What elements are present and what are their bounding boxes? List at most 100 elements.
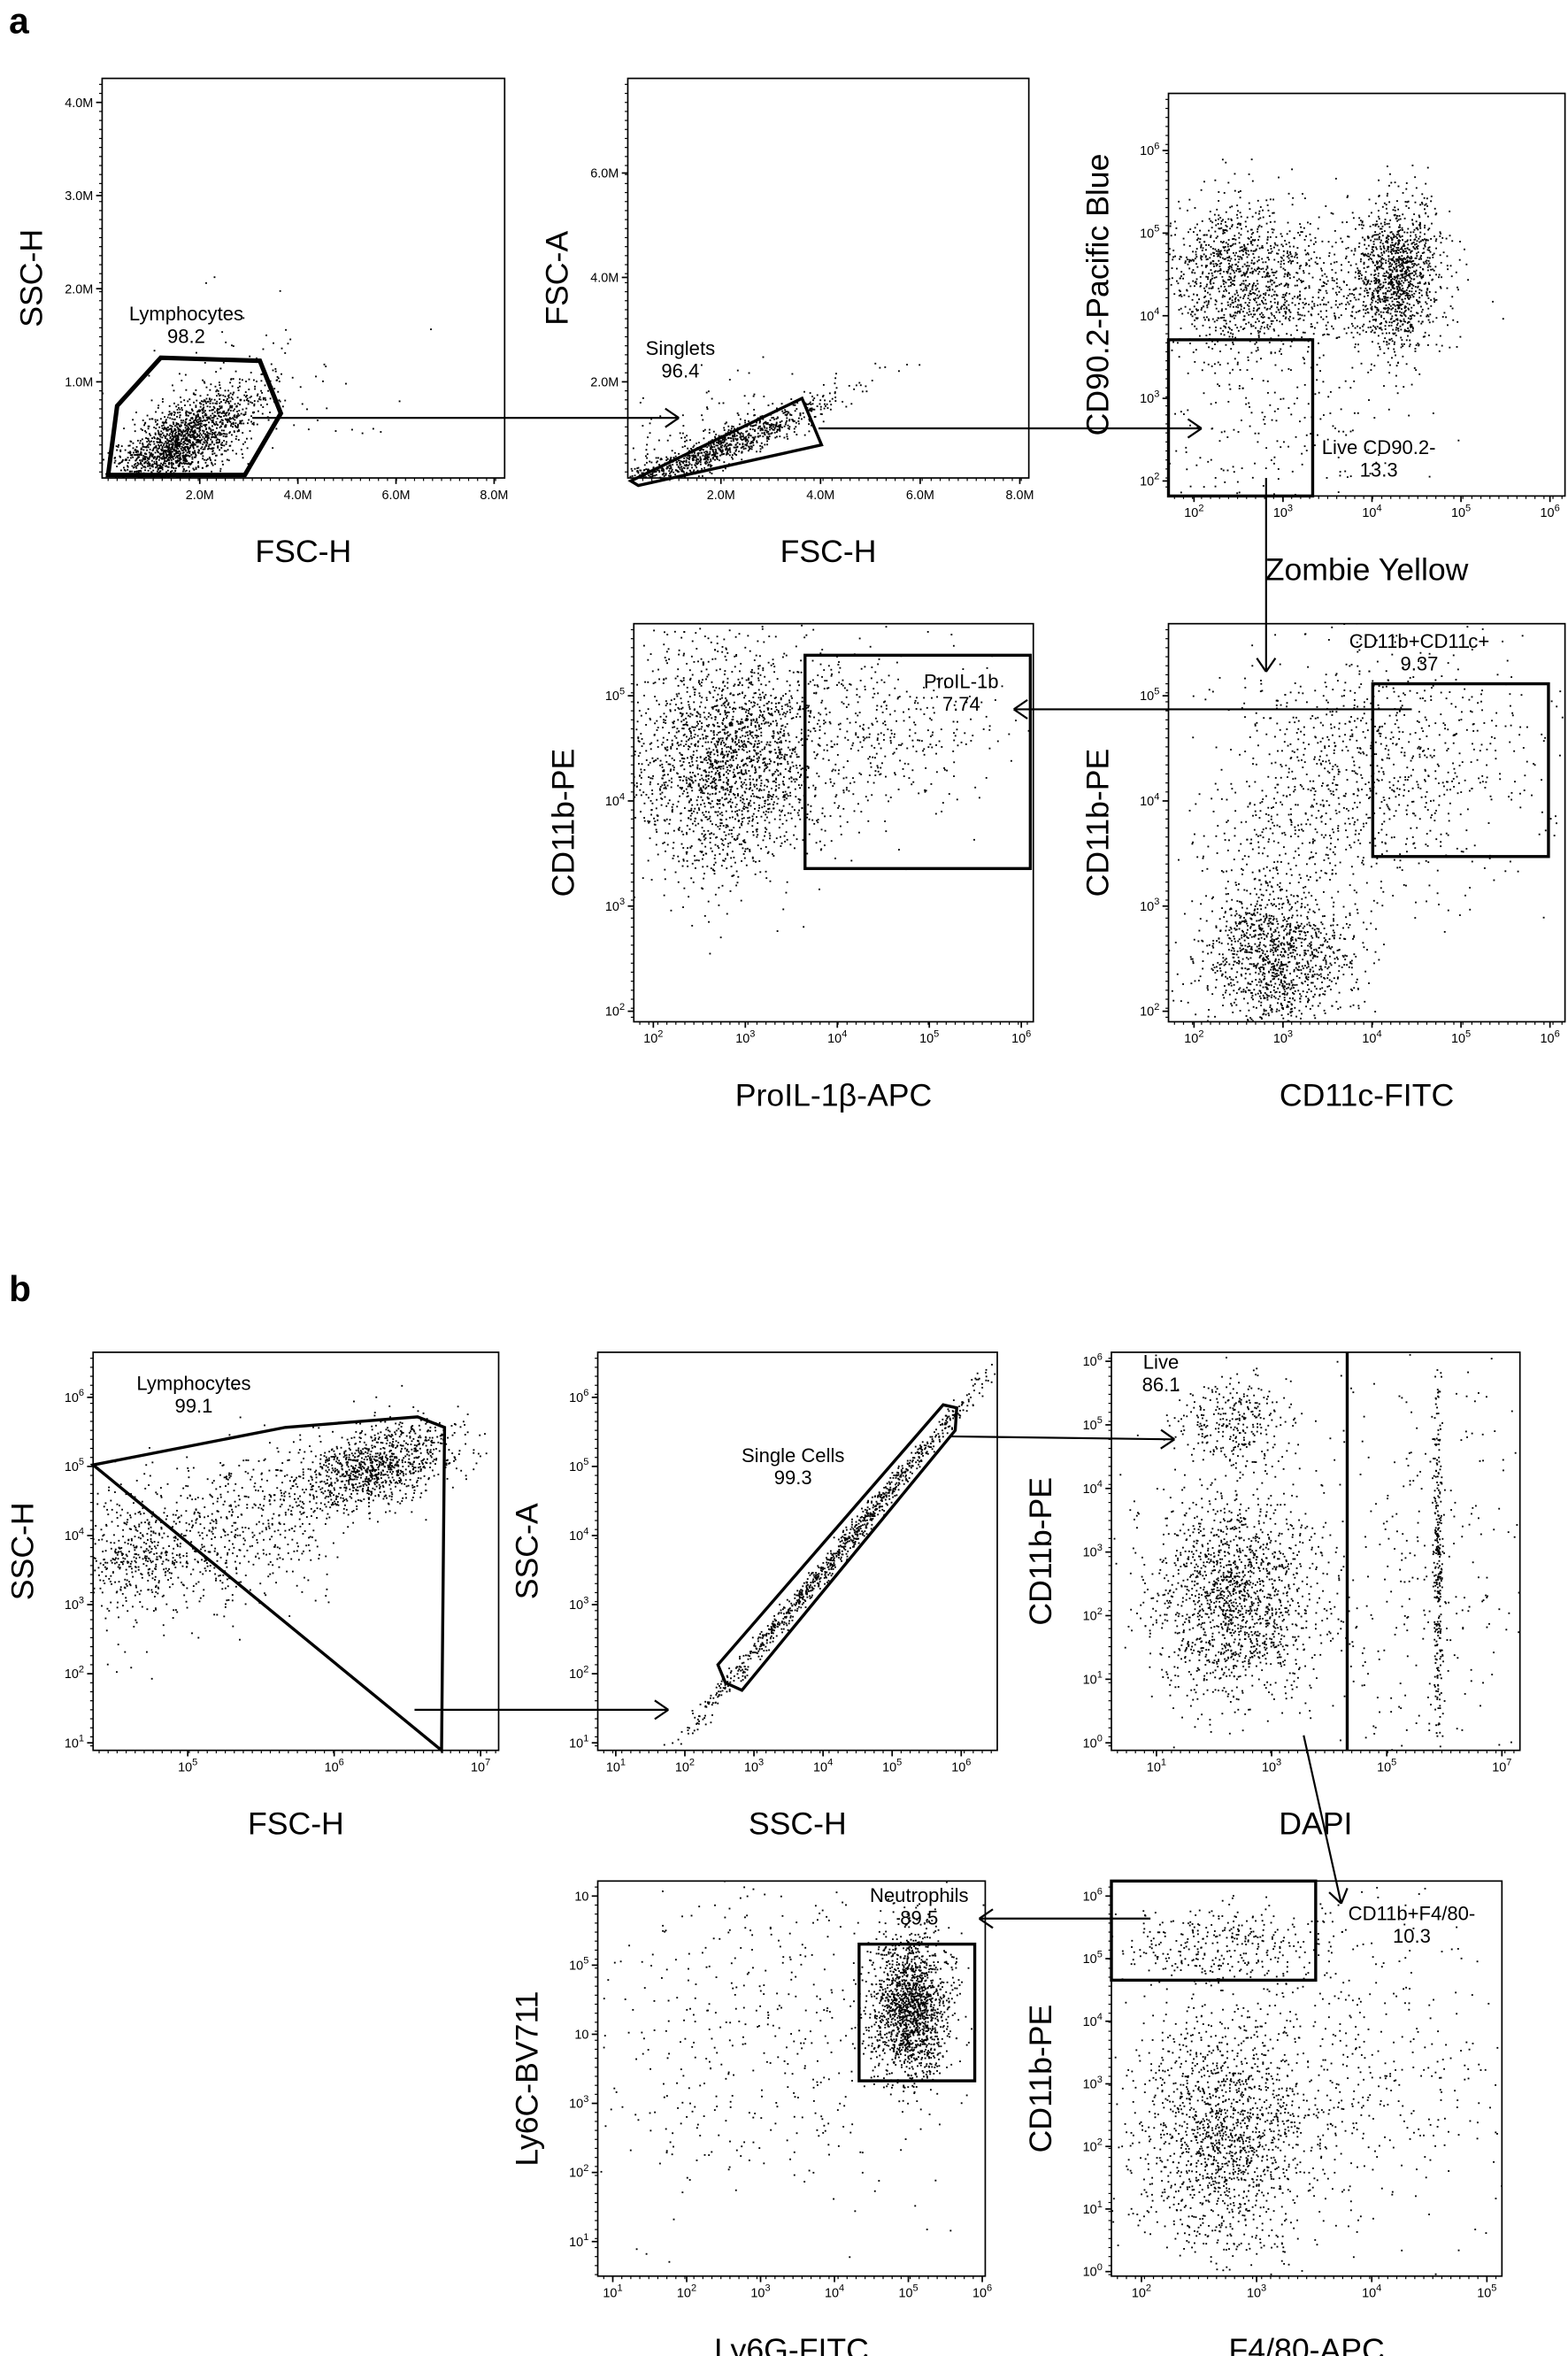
event-dot xyxy=(1408,270,1410,273)
event-dot xyxy=(232,393,234,396)
event-dot xyxy=(1391,357,1393,359)
event-dot xyxy=(651,472,654,474)
event-dot xyxy=(166,466,169,468)
event-dot xyxy=(153,446,156,449)
event-dot xyxy=(1305,235,1308,237)
event-dot xyxy=(652,485,654,487)
event-dot xyxy=(181,432,184,435)
event-dot xyxy=(1373,280,1376,282)
event-dot xyxy=(149,443,151,446)
event-dot xyxy=(1171,277,1173,280)
event-dot xyxy=(1397,219,1400,221)
event-dot xyxy=(1316,257,1318,259)
event-dot xyxy=(284,351,287,354)
event-dot xyxy=(176,461,179,464)
event-dot xyxy=(611,491,613,493)
event-dot xyxy=(669,435,672,437)
event-dot xyxy=(1395,374,1397,377)
event-dot xyxy=(756,421,757,424)
event-dot xyxy=(783,412,786,414)
event-dot xyxy=(1406,252,1409,254)
event-dot xyxy=(191,428,193,430)
event-dot xyxy=(598,489,600,491)
event-dot xyxy=(580,505,582,507)
event-dot xyxy=(618,487,619,489)
event-dot xyxy=(165,450,168,452)
event-dot xyxy=(1407,296,1409,299)
event-dot xyxy=(161,432,164,435)
event-dot xyxy=(1350,250,1353,252)
event-dot xyxy=(1220,317,1222,320)
event-dot xyxy=(853,388,856,390)
event-dot xyxy=(188,450,190,453)
event-dot xyxy=(1382,258,1385,260)
event-dot xyxy=(1218,290,1220,293)
event-dot xyxy=(188,412,190,414)
event-dot xyxy=(644,455,647,458)
event-dot xyxy=(208,416,211,419)
event-dot xyxy=(671,480,673,481)
event-dot xyxy=(1412,259,1415,262)
event-dot xyxy=(826,403,828,405)
event-dot xyxy=(1382,300,1385,303)
event-dot xyxy=(1439,286,1441,288)
event-dot xyxy=(1364,312,1367,314)
event-dot xyxy=(620,490,622,492)
event-dot xyxy=(1218,227,1221,230)
event-dot xyxy=(179,428,181,431)
event-dot xyxy=(227,421,229,423)
event-dot xyxy=(138,456,141,458)
event-dot xyxy=(743,395,746,397)
event-dot xyxy=(733,446,735,449)
event-dot xyxy=(618,496,619,497)
event-dot xyxy=(165,443,168,445)
event-dot xyxy=(1385,207,1387,210)
event-dot xyxy=(1201,307,1203,309)
event-dot xyxy=(192,452,195,455)
event-dot xyxy=(1220,262,1223,265)
event-dot xyxy=(1398,261,1400,264)
event-dot xyxy=(206,439,209,442)
event-dot xyxy=(1251,239,1254,242)
event-dot xyxy=(810,404,812,405)
event-dot xyxy=(1266,272,1269,273)
event-dot xyxy=(704,454,707,457)
event-dot xyxy=(1209,257,1211,259)
event-dot xyxy=(1245,251,1247,254)
event-dot xyxy=(1422,276,1424,278)
event-dot xyxy=(584,497,586,498)
event-dot xyxy=(213,276,216,279)
event-dot xyxy=(666,458,669,460)
event-dot xyxy=(646,461,648,464)
event-dot xyxy=(557,510,559,512)
event-dot xyxy=(228,420,231,422)
event-dot xyxy=(1256,310,1258,312)
event-dot xyxy=(786,411,788,413)
event-dot xyxy=(1180,307,1182,310)
event-dot xyxy=(149,467,151,470)
event-dot xyxy=(1432,256,1434,258)
event-dot xyxy=(219,387,222,389)
event-dot xyxy=(1164,243,1165,245)
event-dot xyxy=(194,430,196,433)
event-dot xyxy=(612,485,614,487)
event-dot xyxy=(1406,322,1409,324)
event-dot xyxy=(1405,271,1408,273)
event-dot xyxy=(1237,261,1240,264)
event-dot xyxy=(222,398,225,401)
event-dot xyxy=(240,448,242,450)
event-dot xyxy=(1231,244,1234,247)
event-dot xyxy=(793,427,796,430)
event-dot xyxy=(1203,181,1205,183)
event-dot xyxy=(1288,277,1291,280)
event-dot xyxy=(750,441,753,443)
event-dot xyxy=(1244,220,1247,223)
event-dot xyxy=(157,465,158,467)
event-dot xyxy=(170,431,173,434)
event-dot xyxy=(1378,281,1380,283)
event-dot xyxy=(770,424,772,427)
event-dot xyxy=(719,450,722,452)
event-dot xyxy=(703,430,705,432)
event-dot xyxy=(730,443,733,446)
event-dot xyxy=(220,405,223,408)
